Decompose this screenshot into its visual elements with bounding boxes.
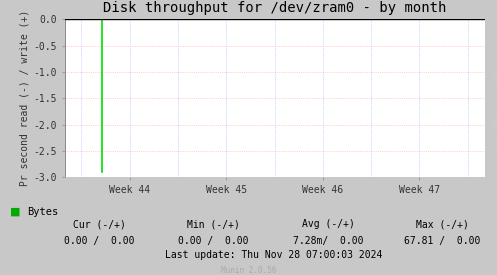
Y-axis label: Pr second read (-) / write (+): Pr second read (-) / write (+) bbox=[19, 10, 29, 186]
Text: Avg (-/+): Avg (-/+) bbox=[302, 219, 354, 229]
Text: Cur (-/+): Cur (-/+) bbox=[73, 219, 126, 229]
Text: 0.00 /  0.00: 0.00 / 0.00 bbox=[64, 236, 135, 246]
Text: 67.81 /  0.00: 67.81 / 0.00 bbox=[404, 236, 481, 246]
Text: 0.00 /  0.00: 0.00 / 0.00 bbox=[178, 236, 249, 246]
Text: RRDTOOL / TOBI OETIKER: RRDTOOL / TOBI OETIKER bbox=[490, 69, 496, 162]
Text: Munin 2.0.56: Munin 2.0.56 bbox=[221, 266, 276, 274]
Text: ■: ■ bbox=[10, 207, 20, 217]
Text: Max (-/+): Max (-/+) bbox=[416, 219, 469, 229]
Text: 7.28m/  0.00: 7.28m/ 0.00 bbox=[293, 236, 363, 246]
Text: Min (-/+): Min (-/+) bbox=[187, 219, 240, 229]
Text: Last update: Thu Nov 28 07:00:03 2024: Last update: Thu Nov 28 07:00:03 2024 bbox=[165, 250, 382, 260]
Text: Bytes: Bytes bbox=[27, 207, 59, 217]
Title: Disk throughput for /dev/zram0 - by month: Disk throughput for /dev/zram0 - by mont… bbox=[103, 1, 446, 15]
